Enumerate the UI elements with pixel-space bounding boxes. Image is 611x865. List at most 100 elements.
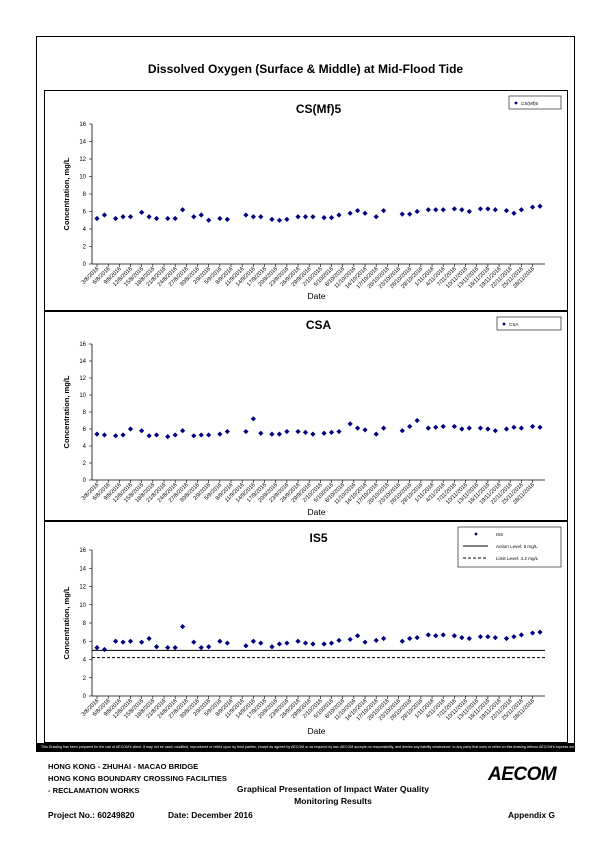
legend-marker bbox=[514, 101, 518, 105]
data-point bbox=[295, 214, 301, 220]
data-point bbox=[414, 417, 420, 424]
data-point bbox=[310, 431, 316, 437]
data-point bbox=[347, 210, 353, 216]
data-point bbox=[451, 206, 457, 212]
data-point bbox=[537, 629, 543, 635]
data-point bbox=[113, 433, 119, 439]
y-axis-label: Concentration, mg/L bbox=[62, 375, 71, 448]
data-point bbox=[537, 424, 543, 430]
data-point bbox=[451, 423, 457, 430]
data-point bbox=[165, 645, 171, 651]
y-tick-label: 0 bbox=[83, 262, 87, 268]
data-point bbox=[459, 635, 465, 641]
data-point bbox=[354, 208, 361, 214]
y-tick-label: 4 bbox=[83, 444, 87, 450]
data-point bbox=[492, 635, 498, 641]
data-point bbox=[139, 209, 145, 215]
data-point bbox=[153, 432, 160, 438]
data-point bbox=[485, 634, 491, 640]
legend-label: Limit Level: 4.2 mg/L bbox=[496, 556, 539, 561]
chart-panel-csa: CSA 0 2 4 6 8 10 12 14 16 Concentration, mg/L 3/8/2… bbox=[44, 311, 568, 521]
footer-project-number: Project No.: 60249820 bbox=[48, 810, 135, 820]
data-point bbox=[302, 214, 309, 220]
data-point bbox=[258, 214, 264, 220]
data-point bbox=[492, 207, 498, 213]
chart-panel-is5: IS5 0 2 4 6 8 10 12 14 16 Concentration, mg/L 3/8/2… bbox=[44, 521, 568, 743]
data-point bbox=[477, 425, 484, 431]
data-point bbox=[336, 212, 342, 218]
data-point bbox=[354, 425, 361, 431]
x-axis-label: Date bbox=[308, 291, 326, 301]
data-point bbox=[328, 215, 335, 221]
data-point bbox=[451, 633, 457, 639]
data-point bbox=[328, 640, 335, 646]
data-point bbox=[407, 423, 413, 430]
data-point bbox=[198, 432, 204, 438]
legend-marker bbox=[502, 322, 506, 326]
data-point bbox=[153, 644, 160, 650]
data-point bbox=[362, 639, 368, 645]
y-tick-label: 14 bbox=[79, 566, 86, 572]
data-point bbox=[217, 638, 223, 644]
y-tick-label: 8 bbox=[83, 621, 87, 627]
data-point bbox=[485, 206, 491, 212]
y-tick-label: 8 bbox=[83, 410, 87, 416]
data-point bbox=[399, 428, 405, 434]
aecom-logo: AECOM bbox=[488, 764, 557, 785]
data-point bbox=[407, 635, 413, 642]
data-point bbox=[381, 425, 387, 431]
x-axis-label: Date bbox=[308, 726, 326, 736]
data-point bbox=[302, 429, 309, 435]
data-point bbox=[120, 214, 126, 220]
data-point bbox=[295, 638, 301, 644]
data-point bbox=[206, 644, 212, 650]
data-point bbox=[399, 211, 405, 217]
y-tick-label: 16 bbox=[79, 122, 86, 128]
data-point bbox=[373, 214, 379, 220]
data-point bbox=[503, 426, 510, 432]
data-point bbox=[321, 430, 327, 436]
data-point bbox=[191, 639, 197, 645]
data-point bbox=[425, 207, 431, 213]
data-point bbox=[250, 416, 256, 422]
data-point bbox=[146, 433, 152, 439]
data-point bbox=[217, 215, 223, 222]
data-point bbox=[347, 636, 353, 643]
data-point bbox=[146, 635, 152, 642]
data-point bbox=[433, 633, 439, 639]
data-point bbox=[503, 208, 510, 214]
data-point bbox=[414, 208, 420, 215]
y-tick-label: 10 bbox=[79, 393, 86, 399]
data-point bbox=[328, 429, 335, 435]
data-point bbox=[529, 630, 536, 636]
y-tick-label: 14 bbox=[79, 140, 86, 146]
data-point bbox=[425, 632, 431, 638]
data-point bbox=[206, 217, 212, 223]
y-tick-label: 2 bbox=[83, 245, 87, 251]
data-point bbox=[120, 432, 126, 438]
y-tick-label: 14 bbox=[79, 359, 86, 365]
data-point bbox=[321, 641, 327, 647]
data-point bbox=[191, 433, 197, 439]
data-point bbox=[269, 431, 275, 437]
chart-panel-csmf5: CS(Mf)5 0 2 4 6 8 10 12 14 16 Concentration, mg/L 3… bbox=[44, 90, 568, 311]
data-point bbox=[276, 217, 283, 223]
data-point bbox=[336, 637, 342, 643]
data-point bbox=[440, 632, 446, 638]
data-point bbox=[466, 208, 472, 215]
data-point bbox=[127, 638, 134, 644]
data-point bbox=[433, 207, 439, 213]
data-point bbox=[381, 635, 387, 642]
legend-box bbox=[508, 95, 562, 110]
data-point bbox=[172, 432, 178, 438]
data-point bbox=[165, 215, 171, 222]
y-tick-label: 0 bbox=[83, 694, 87, 700]
data-point bbox=[258, 430, 264, 436]
data-point bbox=[310, 641, 316, 647]
data-point bbox=[101, 432, 108, 438]
data-point bbox=[466, 425, 472, 431]
data-point bbox=[302, 640, 309, 646]
data-point bbox=[269, 644, 275, 650]
data-point bbox=[250, 214, 256, 220]
data-point bbox=[243, 643, 249, 649]
